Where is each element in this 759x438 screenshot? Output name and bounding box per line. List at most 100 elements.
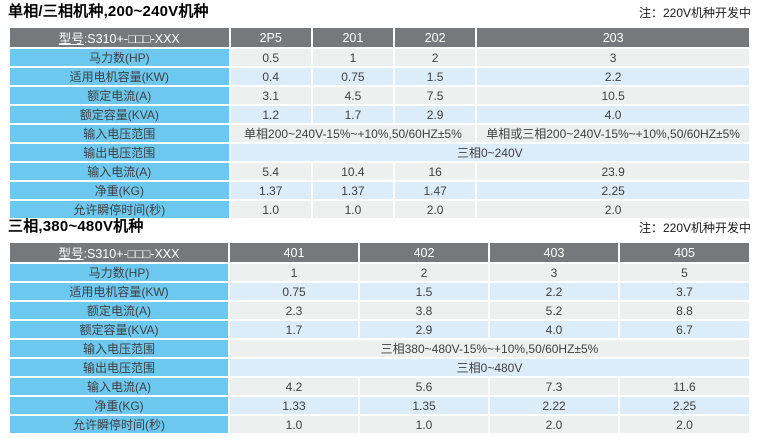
model-column-header: 201 — [312, 28, 394, 47]
row-label-cell: 允许瞬停时间(秒) — [10, 416, 228, 433]
value-cell: 0.75 — [312, 68, 394, 85]
row-label-cell: 额定电流(A) — [10, 302, 228, 319]
row-label-cell: 输出电压范围 — [10, 359, 228, 376]
value-cell: 4.0 — [490, 321, 618, 338]
value-cell: 1.0 — [230, 201, 311, 218]
value-cell: 1.47 — [395, 182, 476, 199]
value-cell: 7.5 — [395, 87, 476, 104]
value-cell: 4.5 — [312, 87, 394, 104]
value-cell: 5.4 — [230, 163, 311, 180]
value-cell: 2.2 — [490, 283, 618, 300]
value-cell: 1.2 — [230, 106, 311, 123]
row-label-cell: 马力数(HP) — [10, 264, 228, 281]
section-400v-note: 注：220V机种开发中 — [638, 221, 751, 235]
value-cell: 1.35 — [360, 397, 488, 414]
value-cell: 1.5 — [360, 283, 488, 300]
value-cell: 3.1 — [230, 87, 311, 104]
value-cell: 1.7 — [230, 321, 358, 338]
row-label-cell: 输入电压范围 — [10, 340, 228, 357]
model-column-header: 203 — [477, 28, 749, 47]
value-cell: 1.0 — [230, 416, 358, 433]
value-cell: 23.9 — [477, 163, 749, 180]
table-row: 适用电机容量(KW) 0.4 0.75 1.5 2.2 — [10, 68, 749, 85]
value-cell: 1.33 — [230, 397, 358, 414]
model-label-prefix: 型号 — [58, 247, 84, 261]
value-cell: 8.8 — [620, 302, 749, 319]
value-cell: 2.0 — [490, 416, 618, 433]
value-cell: 3 — [490, 264, 618, 281]
table-row: 净重(KG) 1.37 1.37 1.47 2.25 — [10, 182, 749, 199]
table-row: 输入电流(A) 4.2 5.6 7.3 11.6 — [10, 378, 749, 395]
section-200v-headline: 单相/三相机种,200~240V机种 注：220V机种开发中 — [8, 3, 751, 21]
model-header-cell: 型号:S310+-□□□-XXX — [10, 243, 228, 262]
table-row: 额定电流(A) 3.1 4.5 7.5 10.5 — [10, 87, 749, 104]
value-cell: 4.0 — [477, 106, 749, 123]
value-cell: 1.0 — [312, 201, 394, 218]
value-cell: 2.22 — [490, 397, 618, 414]
value-cell: 1.5 — [395, 68, 476, 85]
model-column-header: 403 — [490, 243, 618, 262]
value-cell: 1 — [312, 49, 394, 66]
table-row: 适用电机容量(KW) 0.75 1.5 2.2 3.7 — [10, 283, 749, 300]
value-cell: 10.4 — [312, 163, 394, 180]
value-cell: 3.7 — [620, 283, 749, 300]
table-row: 输出电压范围 三相0~480V — [10, 359, 749, 376]
voltage-range-cell: 三相380~480V-15%~+10%,50/60HZ±5% — [230, 340, 749, 357]
table-row: 额定容量(KVA) 1.2 1.7 2.9 4.0 — [10, 106, 749, 123]
spec-table-400v: 型号:S310+-□□□-XXX 401 402 403 405 马力数(HP) 1 2 3 5 适… — [8, 241, 751, 435]
table-row: 允许瞬停时间(秒) 1.0 1.0 2.0 2.0 — [10, 416, 749, 433]
value-cell: 2.0 — [395, 201, 476, 218]
spec-table-200v: 型号:S310+-□□□-XXX 2P5 201 202 203 马力数(HP) 0.5 1 2… — [8, 26, 751, 220]
row-label-cell: 额定电流(A) — [10, 87, 229, 104]
value-cell: 2.2 — [477, 68, 749, 85]
section-200v: 单相/三相机种,200~240V机种 注：220V机种开发中 型号:S310+-… — [8, 3, 751, 220]
value-cell: 2.0 — [620, 416, 749, 433]
table-row: 马力数(HP) 0.5 1 2 3 — [10, 49, 749, 66]
model-column-header: 401 — [230, 243, 358, 262]
table-header-row: 型号:S310+-□□□-XXX 2P5 201 202 203 — [10, 28, 749, 47]
value-cell: 10.5 — [477, 87, 749, 104]
value-cell: 1.7 — [312, 106, 394, 123]
row-label-cell: 允许瞬停时间(秒) — [10, 201, 229, 218]
table-row: 净重(KG) 1.33 1.35 2.22 2.25 — [10, 397, 749, 414]
row-label-cell: 输入电压范围 — [10, 125, 229, 142]
value-cell: 2 — [395, 49, 476, 66]
model-column-header: 402 — [360, 243, 488, 262]
row-label-cell: 输入电流(A) — [10, 378, 228, 395]
table-header-row: 型号:S310+-□□□-XXX 401 402 403 405 — [10, 243, 749, 262]
table-row: 额定容量(KVA) 1.7 2.9 4.0 6.7 — [10, 321, 749, 338]
value-cell: 5.6 — [360, 378, 488, 395]
row-label-cell: 额定容量(KVA) — [10, 106, 229, 123]
table-row: 允许瞬停时间(秒) 1.0 1.0 2.0 2.0 — [10, 201, 749, 218]
value-cell: 2 — [360, 264, 488, 281]
model-label-suffix: :S310+-□□□-XXX — [83, 247, 180, 261]
value-cell: 2.25 — [477, 182, 749, 199]
voltage-range-cell: 单相或三相200~240V-15%~+10%,50/60HZ±5% — [477, 125, 749, 142]
model-column-header: 405 — [620, 243, 749, 262]
row-label-cell: 额定容量(KVA) — [10, 321, 228, 338]
value-cell: 0.4 — [230, 68, 311, 85]
value-cell: 2.0 — [477, 201, 749, 218]
section-400v-headline: 三相,380~480V机种 注：220V机种开发中 — [8, 218, 751, 236]
value-cell: 3 — [477, 49, 749, 66]
value-cell: 11.6 — [620, 378, 749, 395]
model-header-cell: 型号:S310+-□□□-XXX — [10, 28, 229, 47]
value-cell: 2.3 — [230, 302, 358, 319]
value-cell: 5 — [620, 264, 749, 281]
value-cell: 4.2 — [230, 378, 358, 395]
value-cell: 3.8 — [360, 302, 488, 319]
model-label-prefix: 型号 — [58, 32, 84, 46]
section-200v-title: 单相/三相机种,200~240V机种 — [8, 3, 209, 20]
value-cell: 1 — [230, 264, 358, 281]
table-row: 额定电流(A) 2.3 3.8 5.2 8.8 — [10, 302, 749, 319]
table-row: 输入电压范围 三相380~480V-15%~+10%,50/60HZ±5% — [10, 340, 749, 357]
value-cell: 1.37 — [312, 182, 394, 199]
table-row: 输入电流(A) 5.4 10.4 16 23.9 — [10, 163, 749, 180]
table-row: 输入电压范围 单相200~240V-15%~+10%,50/60HZ±5% 单相或三… — [10, 125, 749, 142]
value-cell: 0.75 — [230, 283, 358, 300]
model-column-header: 202 — [395, 28, 476, 47]
value-cell: 16 — [395, 163, 476, 180]
value-cell: 1.0 — [360, 416, 488, 433]
section-400v: 三相,380~480V机种 注：220V机种开发中 型号:S310+-□□□-X… — [8, 218, 751, 435]
value-cell: 7.3 — [490, 378, 618, 395]
